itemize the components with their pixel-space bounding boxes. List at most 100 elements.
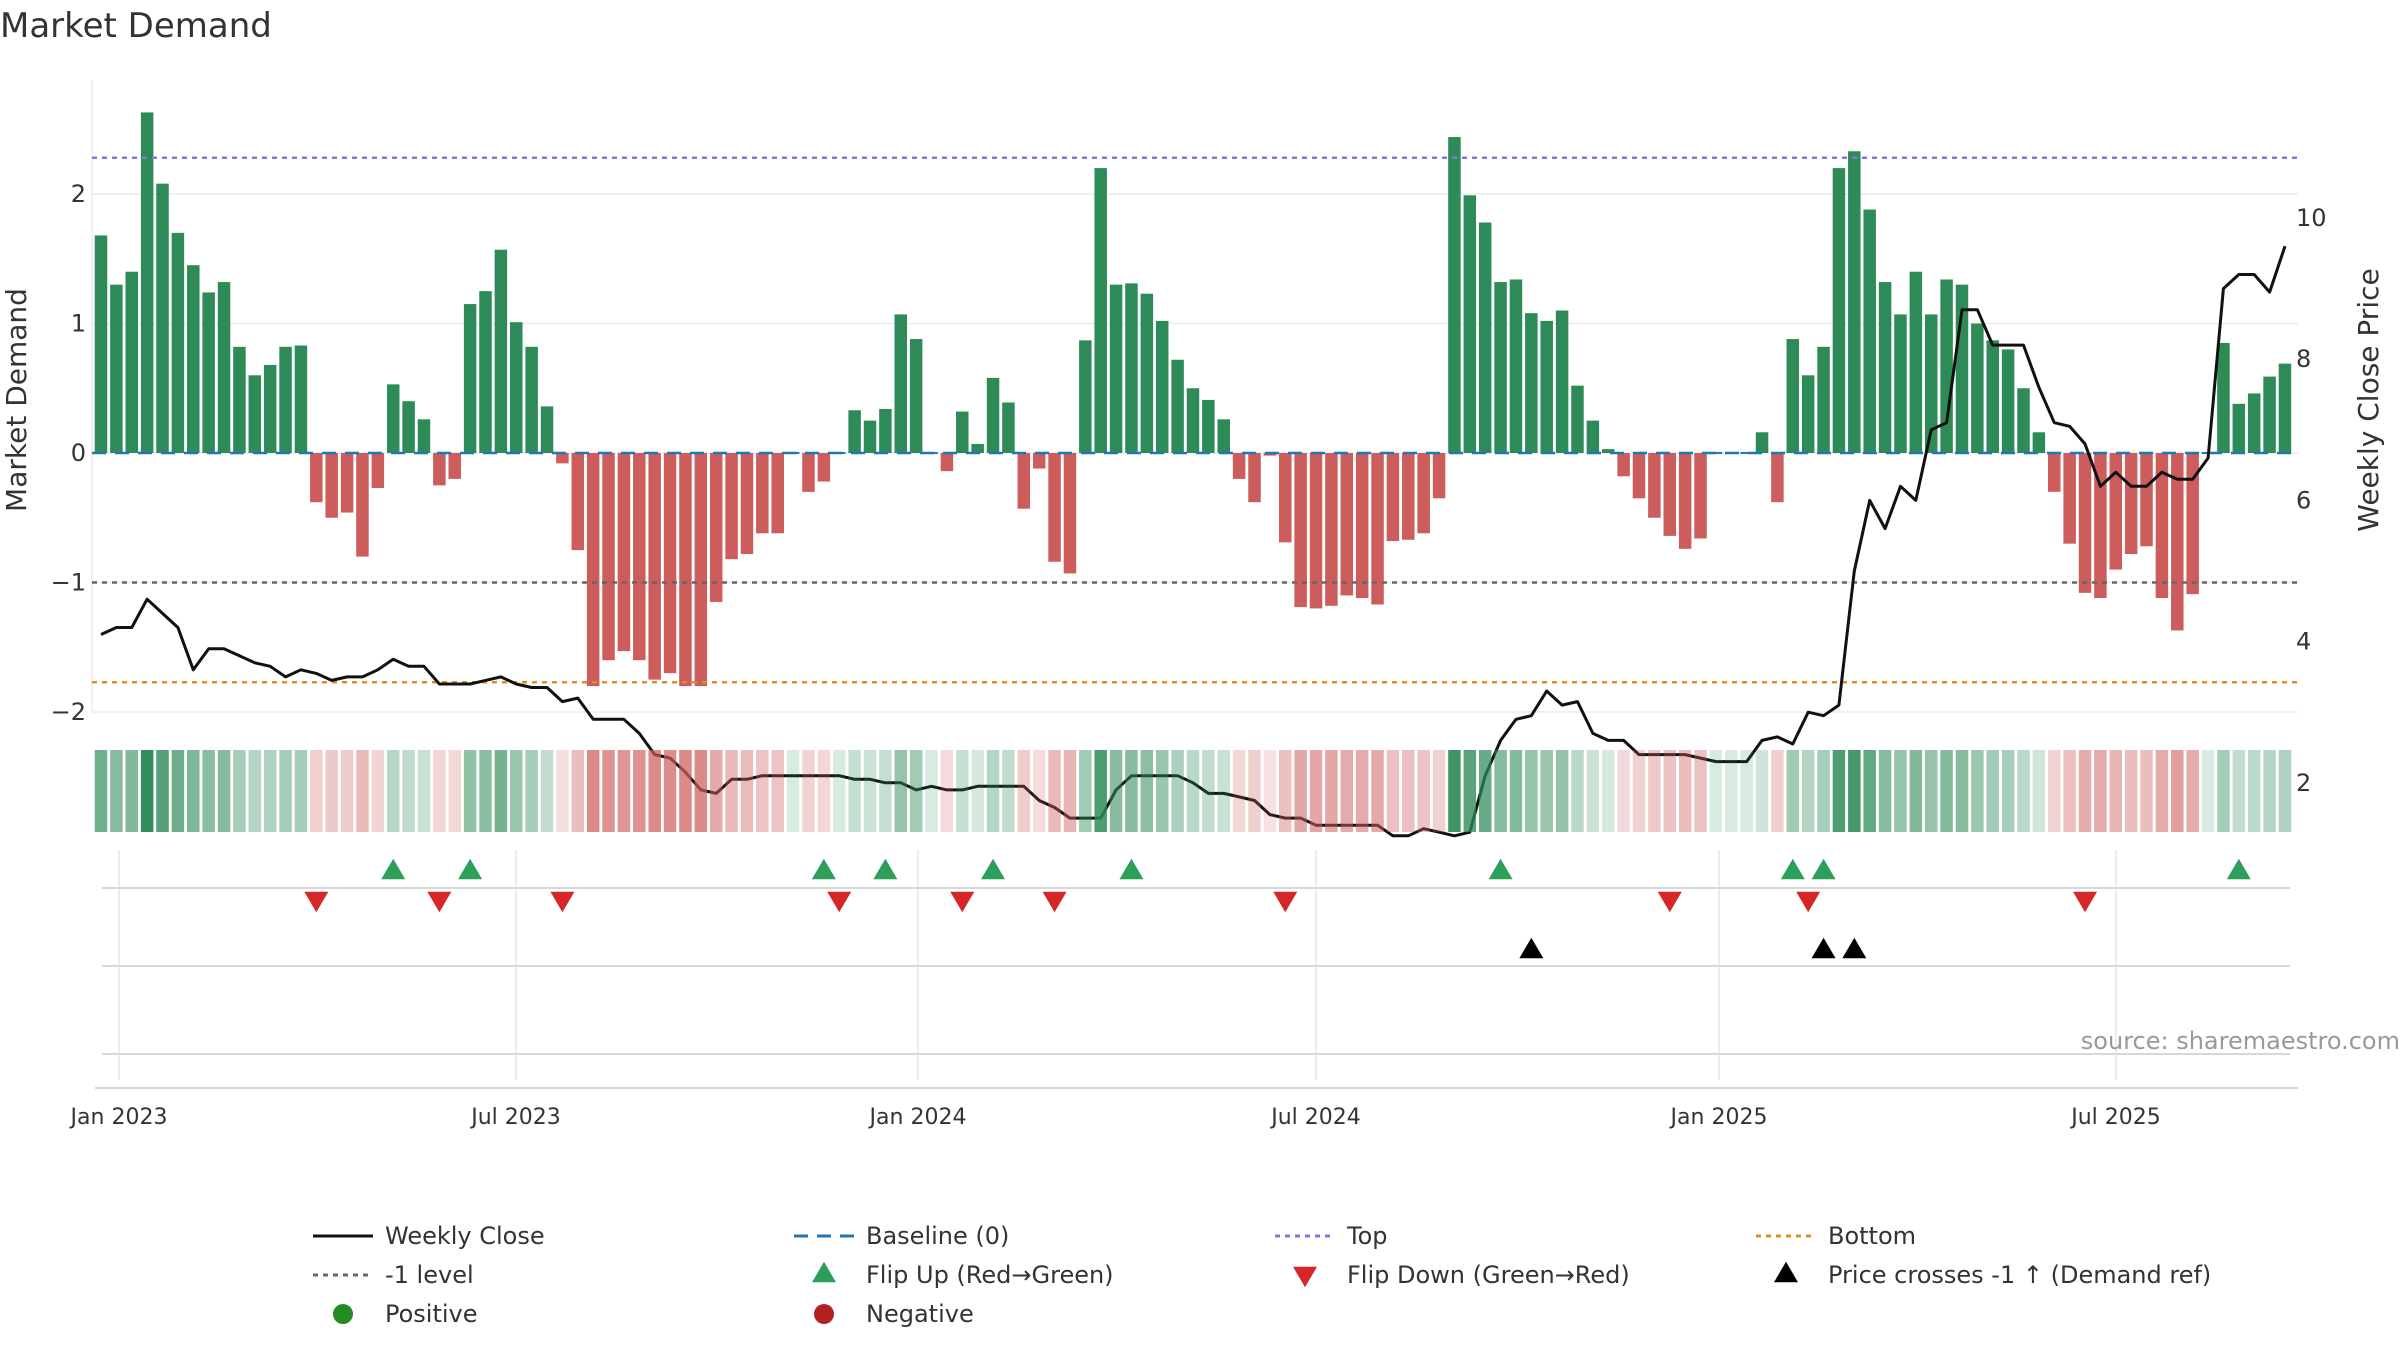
heat-cell: [1894, 750, 1907, 832]
demand-bar: [1940, 279, 1953, 453]
heat-cell: [1863, 750, 1876, 832]
y-tick-label: 2: [71, 180, 86, 208]
heat-cell: [602, 750, 615, 832]
y2-axis-label: Weekly Close Price: [2352, 268, 2385, 531]
demand-bar: [802, 453, 815, 492]
heat-cell: [1217, 750, 1230, 832]
heat-cell: [1325, 750, 1338, 832]
heat-cell: [617, 750, 631, 832]
heat-cell: [694, 750, 708, 832]
heat-cell: [2201, 750, 2215, 832]
heat-cell: [2001, 750, 2015, 832]
heat-cell: [1986, 750, 1999, 832]
heat-cell: [110, 750, 123, 832]
demand-bar: [1663, 453, 1677, 536]
demand-bar: [310, 453, 323, 503]
demand-bar: [1125, 283, 1138, 453]
flip-down-marker: [427, 891, 452, 913]
heat-cell: [1678, 750, 1692, 832]
heat-cell: [217, 750, 231, 832]
demand-bar: [279, 346, 292, 453]
demand-bar: [540, 406, 554, 453]
demand-bar: [1309, 453, 1323, 609]
heat-cell: [356, 750, 369, 832]
demand-bar: [494, 249, 508, 453]
heat-cell: [1263, 750, 1277, 832]
demand-bar: [771, 453, 784, 534]
demand-bar: [602, 453, 615, 661]
heat-cell: [802, 750, 815, 832]
heat-cell: [417, 750, 431, 832]
heat-cell: [140, 750, 154, 832]
heat-cell: [2094, 750, 2107, 832]
demand-bar: [525, 346, 538, 453]
heat-cell: [648, 750, 661, 832]
heat-cell: [448, 750, 461, 832]
legend-label: Positive: [385, 1300, 478, 1328]
heat-cell: [1171, 750, 1184, 832]
demand-bar: [1002, 402, 1015, 453]
heat-cell: [540, 750, 554, 832]
heat-cell: [1801, 750, 1815, 832]
heat-cell: [1817, 750, 1830, 832]
heat-cell: [2032, 750, 2046, 832]
demand-bar: [2124, 453, 2138, 555]
demand-bar: [1079, 340, 1092, 453]
demand-bar: [1432, 453, 1446, 499]
demand-bar: [1263, 453, 1277, 456]
demand-bar: [879, 408, 892, 453]
demand-bar: [94, 235, 108, 453]
heat-cell: [817, 750, 831, 832]
heat-cell: [248, 750, 262, 832]
flip-up-marker: [1811, 858, 1836, 880]
heat-cell: [463, 750, 477, 832]
heat-cell: [402, 750, 415, 832]
demand-bar: [1771, 453, 1784, 503]
heat-cell: [1340, 750, 1354, 832]
demand-bar: [1571, 385, 1584, 453]
heat-cell: [1586, 750, 1600, 832]
y2-tick-label: 2: [2296, 769, 2311, 797]
demand-bar: [1694, 453, 1707, 539]
heat-cell: [1848, 750, 1861, 832]
demand-bar: [1355, 453, 1369, 599]
heat-cell: [310, 750, 323, 832]
demand-bar: [402, 401, 415, 453]
demand-bar: [1755, 432, 1769, 453]
heat-cell: [2155, 750, 2169, 832]
demand-bar: [709, 453, 723, 602]
demand-bar: [817, 453, 831, 482]
heat-cell: [2171, 750, 2184, 832]
y-tick-label: 0: [71, 439, 86, 467]
heat-cell: [2048, 750, 2061, 832]
demand-bar: [1417, 453, 1430, 534]
demand-bar: [1294, 453, 1307, 608]
heat-cell: [294, 750, 308, 832]
heat-cell: [709, 750, 723, 832]
demand-bar: [1186, 388, 1200, 453]
demand-bar: [110, 284, 123, 453]
demand-bar: [1048, 453, 1061, 562]
heat-cell: [1632, 750, 1646, 832]
heat-cell: [1786, 750, 1800, 832]
heat-cell: [1294, 750, 1307, 832]
heat-cell: [1432, 750, 1446, 832]
heat-cell: [1601, 750, 1615, 832]
y2-tick-label: 8: [2296, 345, 2311, 373]
heat-cell: [1924, 750, 1938, 832]
legend: Weekly Close Baseline (0) Top Bottom -1 leve…: [313, 1222, 2211, 1328]
demand-bar: [956, 411, 969, 453]
demand-bar: [1525, 313, 1538, 453]
legend-label: Top: [1346, 1222, 1388, 1250]
heat-cell: [510, 750, 523, 832]
demand-bar: [1863, 209, 1876, 453]
heat-cell: [125, 750, 139, 832]
heat-cell: [2078, 750, 2092, 832]
heat-cell: [971, 750, 984, 832]
demand-bar: [294, 345, 308, 453]
demand-bar: [187, 265, 200, 453]
demand-bar: [1478, 222, 1492, 453]
heat-cell: [571, 750, 585, 832]
heat-cell: [1186, 750, 1200, 832]
